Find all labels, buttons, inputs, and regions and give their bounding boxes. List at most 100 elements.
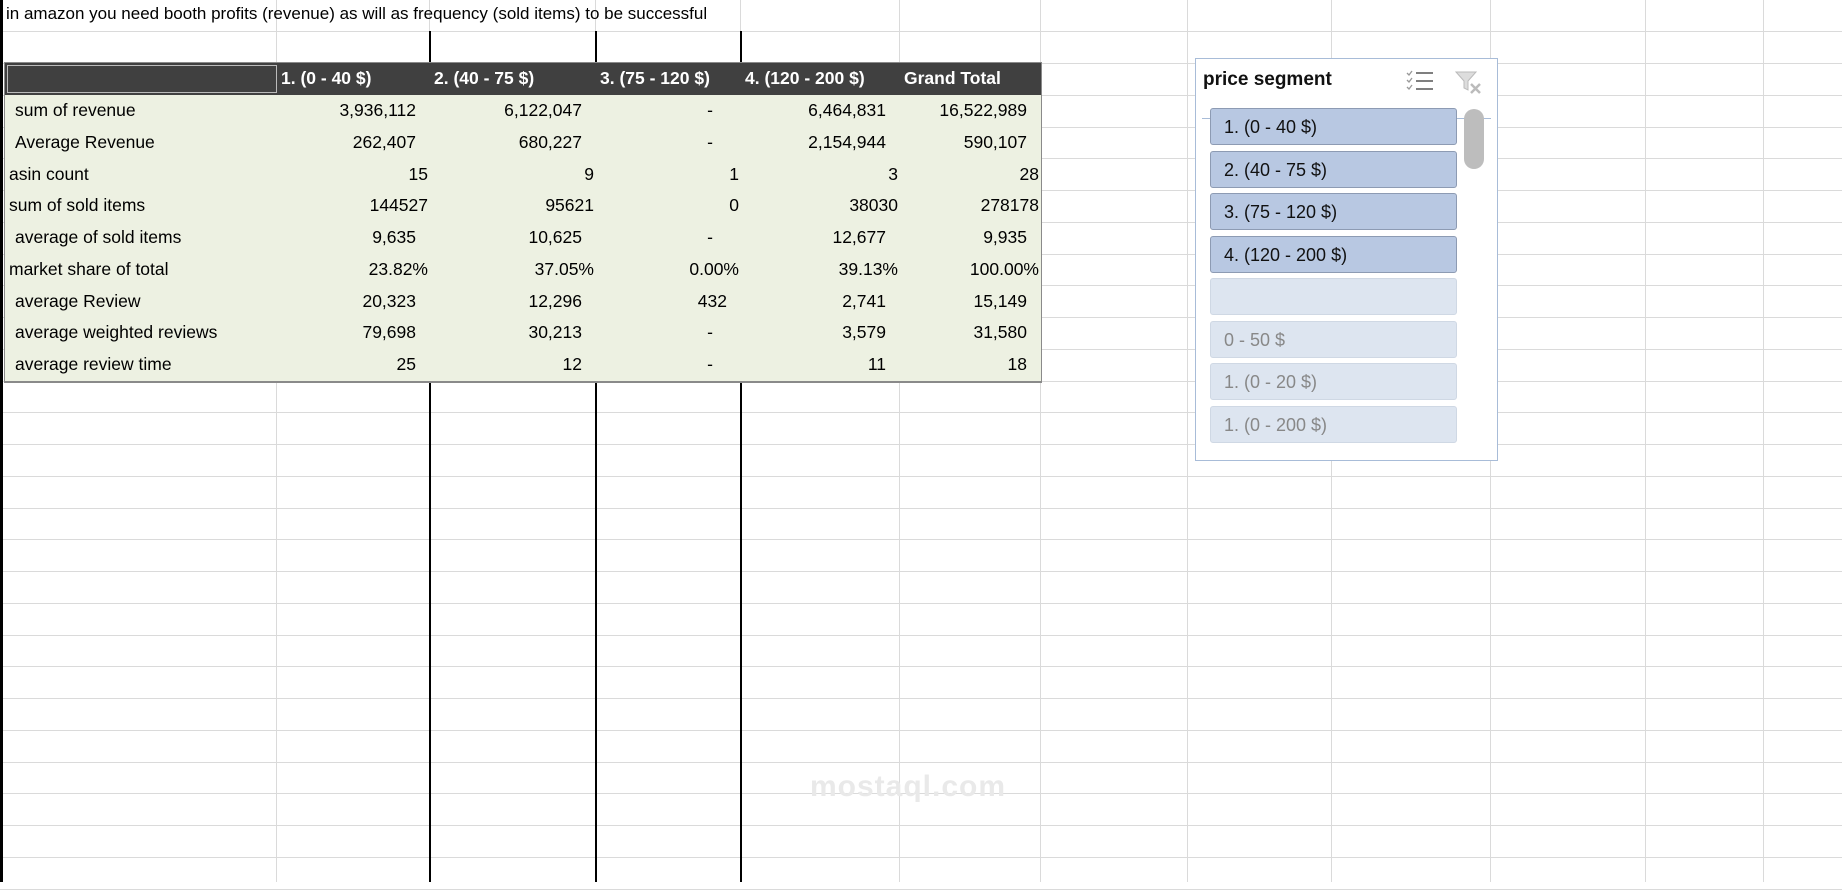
value-cell[interactable]: 12,677: [832, 227, 886, 248]
value-cell[interactable]: 23.82%: [368, 258, 428, 279]
row-label[interactable]: asin count: [9, 163, 89, 184]
row-gridline: [0, 444, 1842, 445]
value-cell[interactable]: 2,741: [842, 290, 886, 311]
pivot-row: sum of sold items 144527 95621 0 38030 278178: [5, 190, 1041, 222]
value-cell[interactable]: 1: [729, 163, 739, 184]
value-cell[interactable]: 15: [408, 163, 428, 184]
column-gridline: [1763, 0, 1764, 882]
column-gridline: [899, 0, 900, 882]
row-label[interactable]: average weighted reviews: [15, 322, 218, 343]
pivot-table[interactable]: 1. (0 - 40 $) 2. (40 - 75 $) 3. (75 - 120 …: [4, 62, 1042, 383]
row-gridline: [0, 475, 1842, 477]
row-gridline: [0, 571, 1842, 572]
column-header[interactable]: 3. (75 - 120 $): [600, 68, 710, 89]
value-cell[interactable]: 144527: [369, 195, 428, 216]
row-gridline: [0, 602, 1842, 604]
value-cell[interactable]: 79,698: [362, 322, 416, 343]
pivot-row: average weighted reviews 79,698 30,213 - 3,5…: [5, 317, 1041, 349]
value-cell[interactable]: 278178: [980, 195, 1039, 216]
value-cell[interactable]: 11: [867, 354, 886, 375]
value-cell[interactable]: 3,579: [842, 322, 886, 343]
column-gridline: [1040, 0, 1041, 882]
column-header[interactable]: 2. (40 - 75 $): [434, 68, 535, 89]
column-border: [595, 31, 597, 882]
pivot-row: average Review 20,323 12,296 432 2,741 15,149: [5, 285, 1041, 317]
row-gridline: [0, 507, 1842, 509]
value-cell[interactable]: 6,122,047: [504, 100, 582, 121]
value-cell[interactable]: 18: [1007, 354, 1027, 375]
value-cell[interactable]: -: [707, 131, 713, 152]
value-cell[interactable]: 20,323: [362, 290, 416, 311]
value-cell[interactable]: -: [707, 100, 713, 121]
value-cell[interactable]: -: [707, 227, 713, 248]
clear-filter-icon[interactable]: [1454, 69, 1484, 95]
value-cell[interactable]: 3,936,112: [339, 100, 416, 121]
row-label[interactable]: average Review: [15, 290, 141, 311]
value-cell[interactable]: -: [707, 354, 713, 375]
column-header[interactable]: Grand Total: [904, 68, 1001, 89]
watermark: mostaql.com: [810, 770, 1007, 803]
value-cell[interactable]: 25: [396, 354, 416, 375]
row-gridline: [0, 793, 1842, 795]
value-cell[interactable]: 9: [584, 163, 594, 184]
value-cell[interactable]: 432: [697, 290, 727, 311]
row-gridline: [0, 31, 1842, 33]
value-cell[interactable]: 3: [888, 163, 898, 184]
slicer-item[interactable]: 0 - 50 $: [1210, 320, 1457, 358]
value-cell[interactable]: 37.05%: [534, 258, 594, 279]
value-cell[interactable]: 28: [1019, 163, 1039, 184]
value-cell[interactable]: 680,227: [518, 131, 582, 152]
value-cell[interactable]: 9,935: [983, 227, 1027, 248]
value-cell[interactable]: 95621: [545, 195, 594, 216]
value-cell[interactable]: 10,625: [528, 227, 582, 248]
pivot-row: Average Revenue 262,407 680,227 - 2,154,944 5…: [5, 127, 1041, 159]
value-cell[interactable]: 30,213: [528, 322, 582, 343]
value-cell[interactable]: 262,407: [352, 131, 416, 152]
slicer-item[interactable]: [1210, 278, 1457, 315]
value-cell[interactable]: 12: [562, 354, 582, 375]
note-cell[interactable]: in amazon you need booth profits (revenu…: [6, 4, 708, 23]
multi-select-icon[interactable]: [1405, 69, 1435, 93]
value-cell[interactable]: 31,580: [973, 322, 1027, 343]
slicer-item[interactable]: 4. (120 - 200 $): [1210, 235, 1457, 273]
row-gridline: [0, 856, 1842, 858]
pivot-corner-cell[interactable]: [7, 64, 277, 93]
row-label[interactable]: market share of total: [9, 258, 169, 279]
value-cell[interactable]: 16,522,989: [939, 100, 1027, 121]
value-cell[interactable]: -: [707, 322, 713, 343]
column-header[interactable]: 1. (0 - 40 $): [281, 68, 372, 89]
column-border: [429, 31, 431, 882]
row-label[interactable]: Average Revenue: [15, 131, 155, 152]
price-segment-slicer[interactable]: price segment 1. (0 - 40 $) 2. (40 - 75 $…: [1195, 58, 1498, 461]
value-cell[interactable]: 0.00%: [689, 258, 739, 279]
column-gridline: [1645, 0, 1646, 882]
value-cell[interactable]: 0: [729, 195, 739, 216]
column-gridline: [1187, 0, 1188, 882]
slicer-item[interactable]: 3. (75 - 120 $): [1210, 193, 1457, 230]
slicer-title: price segment: [1203, 69, 1332, 90]
pivot-row: average review time 25 12 - 11 18: [5, 349, 1041, 381]
value-cell[interactable]: 38030: [849, 195, 898, 216]
row-gridline: [0, 698, 1842, 699]
row-label[interactable]: average review time: [15, 354, 172, 375]
slicer-scrollbar[interactable]: [1464, 109, 1484, 169]
slicer-item[interactable]: 1. (0 - 200 $): [1210, 405, 1457, 443]
value-cell[interactable]: 6,464,831: [808, 100, 886, 121]
value-cell[interactable]: 12,296: [528, 290, 582, 311]
value-cell[interactable]: 590,107: [963, 131, 1027, 152]
pivot-row: asin count 15 9 1 3 28: [5, 158, 1041, 190]
row-label[interactable]: average of sold items: [15, 227, 182, 248]
row-label[interactable]: sum of sold items: [9, 195, 146, 216]
slicer-item[interactable]: 1. (0 - 40 $): [1210, 108, 1457, 145]
value-cell[interactable]: 2,154,944: [808, 131, 886, 152]
row-label[interactable]: sum of revenue: [15, 100, 136, 121]
row-gridline: [0, 666, 1842, 668]
column-header[interactable]: 4. (120 - 200 $): [745, 68, 865, 89]
value-cell[interactable]: 100.00%: [969, 258, 1039, 279]
slicer-item[interactable]: 1. (0 - 20 $): [1210, 363, 1457, 400]
slicer-item[interactable]: 2. (40 - 75 $): [1210, 150, 1457, 188]
value-cell[interactable]: 15,149: [973, 290, 1027, 311]
value-cell[interactable]: 39.13%: [838, 258, 898, 279]
row-gridline: [0, 634, 1842, 636]
value-cell[interactable]: 9,635: [372, 227, 416, 248]
